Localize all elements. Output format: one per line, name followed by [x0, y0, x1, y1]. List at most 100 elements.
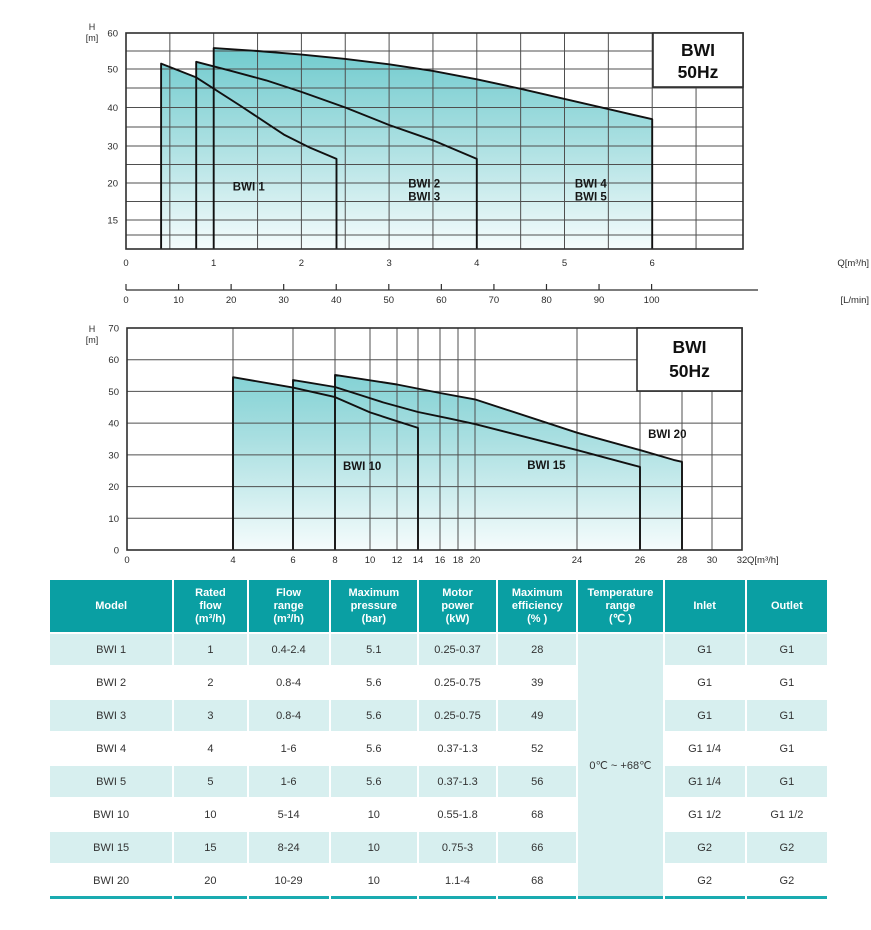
curve-label: BWI 15	[527, 460, 566, 472]
cell-bwi-2-col3: 5.6	[330, 667, 417, 698]
spec-table: Model Rated flow (m³/h) Flow range (m³/h) M…	[48, 578, 829, 901]
x-tick-label: 1	[211, 258, 216, 269]
column-header-maximum: Maximum efficiency (% )	[498, 580, 577, 632]
chart-subtitle: 50Hz	[678, 62, 719, 82]
cell-bwi-10-col7: G1 1/2	[746, 799, 827, 830]
y-tick-label: 40	[108, 419, 119, 430]
cell-bwi-2-col7: G1	[746, 667, 827, 698]
pump-curve-bwi-4-bwi-5	[212, 47, 654, 249]
y-axis-unit: [m]	[86, 33, 99, 43]
cell-bwi-15-col2: 8-24	[248, 832, 329, 863]
cell-bwi-4-col5: 52	[498, 733, 577, 764]
y-axis-name: H	[89, 324, 96, 334]
x-tick-label: 10	[365, 555, 376, 566]
cell-bwi-10-col5: 68	[498, 799, 577, 830]
y-tick-label: 60	[107, 29, 118, 40]
x-axis-unit-label: Q[m³/h]	[837, 258, 869, 269]
cell-bwi-3-col0: BWI 3	[50, 700, 173, 731]
column-header-rated: Rated flow (m³/h)	[174, 580, 247, 632]
y-tick-label: 40	[107, 103, 118, 114]
cell-bwi-20-col4: 1.1-4	[418, 865, 497, 899]
pump-curve-bwi-20	[334, 373, 683, 550]
table-row-bwi-4: BWI 4 4 1-6 5.6 0.37-1.3 52 G1 1/4 G1	[50, 733, 827, 764]
cell-bwi-1-col2: 0.4-2.4	[248, 634, 329, 665]
chart-2-y-axis: 70 60 50 40 30 20 10 0 H[m]	[86, 324, 119, 557]
cell-bwi-15-col5: 66	[498, 832, 577, 863]
y-tick-label: 30	[108, 450, 119, 461]
lmin-tick-label: 50	[384, 295, 395, 306]
chart-1-y-axis: 60 50 40 30 20 15 H[m]	[86, 22, 118, 227]
x-tick-label: 26	[635, 555, 646, 566]
cell-bwi-3-col5: 49	[498, 700, 577, 731]
table-row-bwi-15: BWI 15 15 8-24 10 0.75-3 66 G2 G2	[50, 832, 827, 863]
cell-bwi-15-col6: G2	[664, 832, 745, 863]
x-tick-label: 28	[677, 555, 688, 566]
x-tick-label: 0	[124, 555, 129, 566]
chart-2-x-axis: 0 4 6 8 10 12 14 16 18 20 24 26 28 30 32 Q[m³/h]	[124, 555, 778, 566]
column-header-flow: Flow range (m³/h)	[248, 580, 329, 632]
cell-bwi-10-col3: 10	[330, 799, 417, 830]
curve-label: BWI 3	[408, 191, 440, 203]
x-tick-label: 16	[435, 555, 446, 566]
pump-curve-bwi-15	[292, 379, 641, 550]
cell-bwi-10-col1: 10	[174, 799, 247, 830]
plot-border	[126, 327, 743, 551]
cell-bwi-5-col2: 1-6	[248, 766, 329, 797]
cell-bwi-15-col7: G2	[746, 832, 827, 863]
cell-bwi-3-col2: 0.8-4	[248, 700, 329, 731]
lmin-tick-label: 70	[489, 295, 500, 306]
chart-2-region-labels: BWI 10 BWI 15 BWI 20	[343, 429, 687, 473]
y-axis-name: H	[89, 22, 96, 32]
cell-bwi-2-col1: 2	[174, 667, 247, 698]
x-tick-label: 32	[737, 555, 748, 566]
cell-bwi-5-col1: 5	[174, 766, 247, 797]
x-tick-label: 6	[290, 555, 295, 566]
cell-bwi-2-col6: G1	[664, 667, 745, 698]
cell-bwi-20-col7: G2	[746, 865, 827, 899]
cell-bwi-5-col0: BWI 5	[50, 766, 173, 797]
title-box-frame	[636, 327, 743, 392]
cell-bwi-3-col6: G1	[664, 700, 745, 731]
lmin-tick-label: 100	[644, 295, 660, 306]
cell-bwi-10-col2: 5-14	[248, 799, 329, 830]
lmin-tick-label: 80	[541, 295, 552, 306]
cell-bwi-1-col3: 5.1	[330, 634, 417, 665]
cell-bwi-1-col5: 28	[498, 634, 577, 665]
chart-title: BWI	[672, 337, 706, 357]
lmin-tick-label: 0	[123, 295, 128, 306]
x-tick-label: 4	[474, 258, 479, 269]
table-row-bwi-2: BWI 2 2 0.8-4 5.6 0.25-0.75 39 G1 G1	[50, 667, 827, 698]
cell-bwi-20-col3: 10	[330, 865, 417, 899]
x-tick-label: 14	[413, 555, 424, 566]
x-axis-unit-label: Q[m³/h]	[747, 555, 779, 566]
table-row-bwi-5: BWI 5 5 1-6 5.6 0.37-1.3 56 G1 1/4 G1	[50, 766, 827, 797]
column-header-outlet: Outlet	[746, 580, 827, 632]
cell-bwi-3-col7: G1	[746, 700, 827, 731]
cell-bwi-4-col1: 4	[174, 733, 247, 764]
table-row-bwi-20: BWI 20 20 10-29 10 1.1-4 68 G2 G2	[50, 865, 827, 899]
cell-bwi-5-col5: 56	[498, 766, 577, 797]
cell-bwi-4-col7: G1	[746, 733, 827, 764]
chart-1-x-axis: 0 1 2 3 4 5 6 Q[m³/h]	[123, 258, 869, 269]
column-header-model: Model	[50, 580, 173, 632]
cell-bwi-5-col6: G1 1/4	[664, 766, 745, 797]
cell-bwi-15-col4: 0.75-3	[418, 832, 497, 863]
cell-bwi-3-col4: 0.25-0.75	[418, 700, 497, 731]
x-tick-label: 30	[707, 555, 718, 566]
curve-label: BWI 4	[575, 178, 608, 190]
y-tick-label: 10	[108, 514, 119, 525]
cell-bwi-1-col0: BWI 1	[50, 634, 173, 665]
cell-bwi-20-col5: 68	[498, 865, 577, 899]
y-tick-label: 0	[114, 546, 119, 557]
y-tick-label: 20	[108, 482, 119, 493]
cell-bwi-10-col4: 0.55-1.8	[418, 799, 497, 830]
cell-bwi-20-col2: 10-29	[248, 865, 329, 899]
cell-bwi-4-col2: 1-6	[248, 733, 329, 764]
y-tick-label: 50	[108, 387, 119, 398]
x-tick-label: 18	[453, 555, 464, 566]
x-tick-label: 24	[572, 555, 583, 566]
table-row-bwi-3: BWI 3 3 0.8-4 5.6 0.25-0.75 49 G1 G1	[50, 700, 827, 731]
cell-bwi-2-col4: 0.25-0.75	[418, 667, 497, 698]
cell-bwi-4-col0: BWI 4	[50, 733, 173, 764]
